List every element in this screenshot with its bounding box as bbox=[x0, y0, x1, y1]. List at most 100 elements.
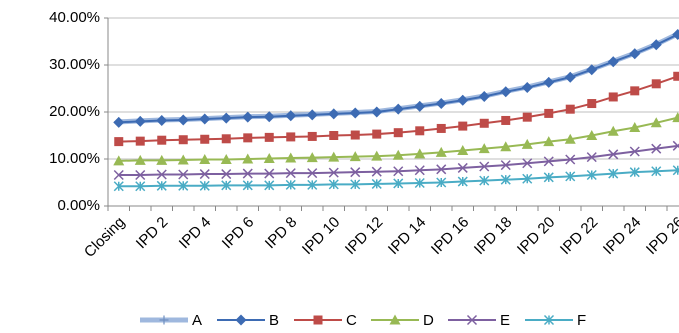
marker bbox=[607, 125, 619, 136]
x-tick-label: IPD 4 bbox=[176, 214, 215, 253]
x-tick-label: IPD 18 bbox=[471, 214, 515, 258]
marker bbox=[672, 28, 679, 40]
marker bbox=[307, 179, 318, 190]
marker bbox=[414, 148, 426, 159]
marker bbox=[263, 111, 275, 123]
marker bbox=[500, 86, 512, 98]
marker bbox=[242, 168, 253, 179]
marker bbox=[285, 179, 296, 190]
marker bbox=[414, 177, 425, 189]
marker bbox=[371, 178, 382, 189]
marker bbox=[349, 107, 361, 119]
marker bbox=[328, 179, 339, 190]
marker bbox=[672, 165, 679, 176]
marker bbox=[113, 155, 125, 166]
marker bbox=[177, 114, 189, 126]
marker bbox=[350, 130, 360, 140]
marker bbox=[629, 167, 640, 178]
marker bbox=[264, 180, 275, 191]
marker bbox=[242, 180, 253, 191]
marker bbox=[349, 151, 361, 162]
marker bbox=[156, 180, 167, 191]
legend-marker bbox=[313, 315, 323, 325]
marker bbox=[371, 150, 383, 161]
marker bbox=[285, 110, 297, 122]
marker bbox=[436, 164, 447, 175]
x-tick-label: IPD 26 bbox=[643, 214, 679, 258]
marker bbox=[307, 168, 318, 179]
marker bbox=[156, 154, 168, 165]
marker bbox=[393, 128, 403, 138]
legend-marker bbox=[159, 315, 169, 325]
marker bbox=[522, 173, 533, 184]
y-tick-label: 30.00% bbox=[49, 56, 100, 73]
marker bbox=[565, 104, 575, 114]
marker bbox=[414, 100, 426, 112]
marker bbox=[264, 168, 275, 179]
legend-label: A bbox=[192, 312, 202, 329]
marker bbox=[586, 169, 597, 181]
marker bbox=[350, 167, 361, 178]
marker bbox=[629, 122, 641, 133]
marker bbox=[478, 143, 490, 154]
marker bbox=[286, 132, 296, 142]
y-tick-label: 10.00% bbox=[49, 150, 100, 167]
x-tick-label: IPD 12 bbox=[342, 214, 386, 258]
marker bbox=[629, 146, 640, 157]
legend-marker bbox=[389, 314, 401, 325]
marker bbox=[329, 131, 339, 140]
x-tick-label: Closing bbox=[81, 214, 128, 261]
marker bbox=[435, 98, 447, 110]
marker bbox=[113, 116, 125, 128]
marker bbox=[479, 118, 489, 128]
marker bbox=[113, 181, 124, 192]
marker bbox=[199, 180, 210, 191]
legend-marker bbox=[235, 314, 247, 326]
marker bbox=[220, 153, 232, 164]
marker bbox=[285, 152, 297, 163]
marker bbox=[587, 99, 597, 109]
marker bbox=[220, 112, 232, 124]
marker bbox=[135, 181, 146, 192]
marker bbox=[221, 169, 232, 180]
marker bbox=[436, 177, 447, 188]
marker bbox=[200, 134, 210, 144]
y-tick-label: 20.00% bbox=[49, 103, 100, 120]
y-tick-label: 40.00% bbox=[49, 9, 100, 26]
marker bbox=[414, 165, 425, 176]
marker bbox=[521, 138, 533, 149]
marker bbox=[543, 136, 555, 147]
marker bbox=[651, 143, 662, 154]
marker bbox=[586, 130, 598, 140]
marker bbox=[371, 166, 382, 177]
marker bbox=[157, 135, 167, 145]
marker bbox=[134, 115, 146, 127]
marker bbox=[306, 109, 318, 121]
marker bbox=[650, 39, 662, 51]
legend-marker bbox=[466, 314, 478, 326]
x-tick-label: IPD 22 bbox=[557, 214, 601, 258]
marker bbox=[607, 56, 619, 68]
marker bbox=[565, 154, 576, 165]
marker bbox=[285, 168, 296, 179]
marker bbox=[392, 103, 404, 115]
marker bbox=[564, 71, 576, 83]
legend-label: E bbox=[500, 312, 510, 329]
marker bbox=[565, 171, 576, 182]
marker bbox=[199, 113, 211, 125]
marker bbox=[457, 162, 468, 173]
marker bbox=[114, 137, 124, 147]
marker bbox=[393, 178, 404, 189]
marker bbox=[544, 108, 554, 118]
marker bbox=[156, 114, 168, 126]
marker bbox=[178, 169, 189, 180]
marker bbox=[177, 154, 189, 165]
marker bbox=[178, 180, 189, 191]
marker bbox=[435, 146, 447, 157]
y-tick-label: 0.00% bbox=[57, 197, 100, 214]
marker bbox=[608, 149, 619, 160]
marker bbox=[521, 82, 533, 94]
marker bbox=[586, 64, 598, 76]
marker bbox=[134, 154, 146, 165]
legend-label: D bbox=[423, 312, 434, 329]
